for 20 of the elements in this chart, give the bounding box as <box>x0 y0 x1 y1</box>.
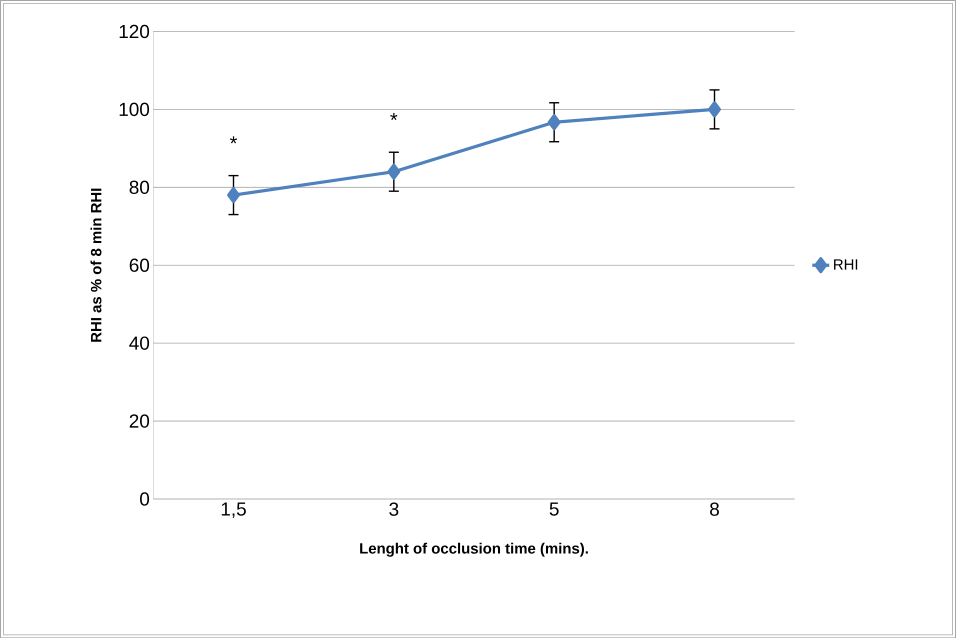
x-tick-label: 1,5 <box>222 502 246 518</box>
y-tick-label: 40 <box>129 336 150 350</box>
x-tick-label: 3 <box>389 502 398 516</box>
y-tick-label: 100 <box>120 102 150 116</box>
x-axis-title: Lenght of occlusion time (mins). <box>360 542 588 557</box>
legend-label: RHI <box>834 259 858 270</box>
x-tick-label: 5 <box>550 502 559 516</box>
y-tick-label: 20 <box>130 414 150 428</box>
point <box>227 186 240 204</box>
y-tick-label: 60 <box>130 258 150 272</box>
annotation: * <box>230 136 238 144</box>
point <box>387 163 400 180</box>
y-tick-label: 120 <box>120 24 150 38</box>
x-tick-label: 8 <box>710 502 719 516</box>
y-tick-label: 80 <box>130 180 150 194</box>
annotation: * <box>390 112 398 120</box>
y-axis-title: RHI as % of 8 min RHI <box>90 188 102 342</box>
point <box>708 101 721 118</box>
point <box>548 114 561 130</box>
y-tick-label: 0 <box>140 492 150 506</box>
